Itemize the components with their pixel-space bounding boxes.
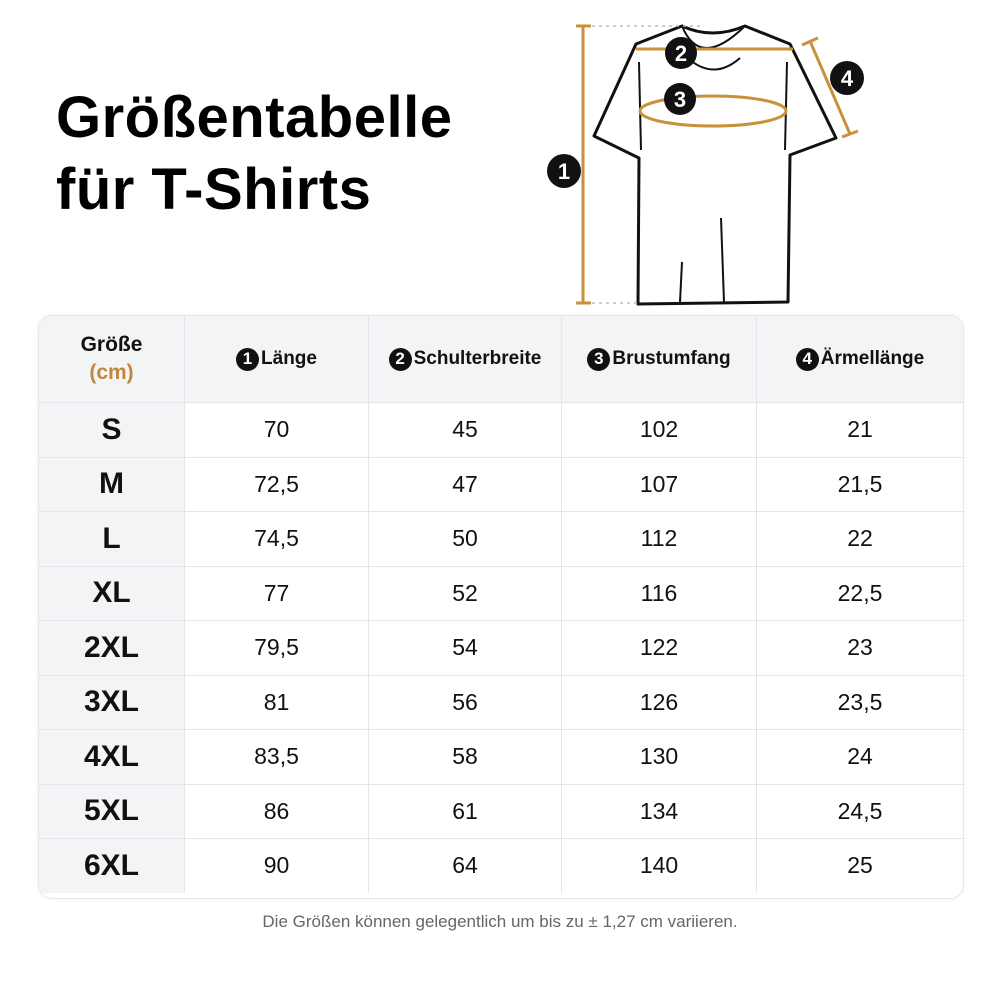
value-cell: 21,5 — [756, 457, 963, 511]
title-line-2: für T-Shirts — [56, 157, 372, 222]
value-cell: 126 — [561, 675, 756, 729]
table-header-row: Größe (cm) 1 Länge 2 Schulterbreite 3 Brust… — [39, 316, 963, 402]
table-row: 5XL 86 61 134 24,5 — [39, 783, 963, 838]
size-cell: L — [39, 512, 184, 566]
number-badge-icon: 2 — [388, 347, 412, 371]
svg-text:2: 2 — [675, 41, 687, 66]
value-cell: 122 — [561, 621, 756, 675]
value-cell: 74,5 — [184, 512, 368, 566]
value-cell: 61 — [368, 784, 561, 838]
table-row: 4XL 83,5 58 130 24 — [39, 729, 963, 784]
value-cell: 64 — [368, 839, 561, 893]
value-cell: 102 — [561, 403, 756, 457]
value-cell: 107 — [561, 457, 756, 511]
size-cell: M — [39, 457, 184, 511]
value-cell: 140 — [561, 839, 756, 893]
value-cell: 130 — [561, 730, 756, 784]
value-cell: 112 — [561, 512, 756, 566]
header-label: Brustumfang — [612, 348, 731, 369]
value-cell: 23,5 — [756, 675, 963, 729]
size-cell: 3XL — [39, 675, 184, 729]
value-cell: 81 — [184, 675, 368, 729]
table-row: XL 77 52 116 22,5 — [39, 565, 963, 620]
value-cell: 77 — [184, 566, 368, 620]
size-unit: (cm) — [89, 361, 134, 384]
header-length: 1 Länge — [184, 316, 368, 402]
table-row: 6XL 90 64 140 25 — [39, 838, 963, 893]
value-cell: 24 — [756, 730, 963, 784]
size-cell: 5XL — [39, 784, 184, 838]
value-cell: 79,5 — [184, 621, 368, 675]
value-cell: 24,5 — [756, 784, 963, 838]
header-label: Länge — [261, 348, 317, 369]
value-cell: 90 — [184, 839, 368, 893]
size-cell: S — [39, 403, 184, 457]
size-header: Größe (cm) — [39, 316, 184, 402]
size-label: Größe — [80, 333, 143, 356]
table-row: 2XL 79,5 54 122 23 — [39, 620, 963, 675]
value-cell: 25 — [756, 839, 963, 893]
header-shoulder-width: 2 Schulterbreite — [368, 316, 561, 402]
value-cell: 70 — [184, 403, 368, 457]
size-variation-note: Die Größen können gelegentlich um bis zu… — [262, 912, 738, 931]
header-label: Schulterbreite — [413, 348, 542, 369]
tshirt-outline — [592, 24, 838, 306]
value-cell: 116 — [561, 566, 756, 620]
number-badge-icon: 4 — [795, 347, 819, 371]
size-cell: 4XL — [39, 730, 184, 784]
marker-badges: 1 2 3 4 — [547, 37, 864, 188]
number-badge-icon: 1 — [236, 347, 260, 371]
header-chest: 3 Brustumfang — [561, 316, 756, 402]
guide-lines — [592, 25, 700, 304]
table-row: L 74,5 50 112 22 — [39, 511, 963, 566]
value-cell: 83,5 — [184, 730, 368, 784]
size-cell: 2XL — [39, 621, 184, 675]
svg-text:3: 3 — [674, 87, 686, 112]
value-cell: 134 — [561, 784, 756, 838]
value-cell: 22,5 — [756, 566, 963, 620]
value-cell: 52 — [368, 566, 561, 620]
table-body: S 70 45 102 21 M 72,5 47 107 21,5 L 74,5 50 112 22 XL 77… — [39, 402, 963, 893]
measurement-lines — [576, 24, 859, 305]
number-badge-icon: 3 — [587, 347, 611, 371]
title-line-1: Größentabelle — [56, 85, 453, 150]
value-cell: 54 — [368, 621, 561, 675]
value-cell: 50 — [368, 512, 561, 566]
table-row: M 72,5 47 107 21,5 — [39, 456, 963, 511]
header-label: Ärmellänge — [820, 348, 925, 369]
value-cell: 58 — [368, 730, 561, 784]
size-cell: 6XL — [39, 839, 184, 893]
table-row: S 70 45 102 21 — [39, 402, 963, 457]
size-table: Größe (cm) 1 Länge 2 Schulterbreite 3 Brust… — [38, 315, 964, 899]
header-sleeve-length: 4 Ärmellänge — [756, 316, 963, 402]
tshirt-measurement-diagram: 1 2 3 4 — [547, 24, 864, 306]
value-cell: 22 — [756, 512, 963, 566]
size-cell: XL — [39, 566, 184, 620]
value-cell: 23 — [756, 621, 963, 675]
svg-text:1: 1 — [558, 159, 570, 184]
page-title: Größentabelle für T-Shirts — [56, 82, 452, 226]
table-row: 3XL 81 56 126 23,5 — [39, 674, 963, 729]
svg-text:4: 4 — [841, 66, 854, 91]
value-cell: 47 — [368, 457, 561, 511]
value-cell: 72,5 — [184, 457, 368, 511]
value-cell: 86 — [184, 784, 368, 838]
value-cell: 56 — [368, 675, 561, 729]
value-cell: 45 — [368, 403, 561, 457]
value-cell: 21 — [756, 403, 963, 457]
